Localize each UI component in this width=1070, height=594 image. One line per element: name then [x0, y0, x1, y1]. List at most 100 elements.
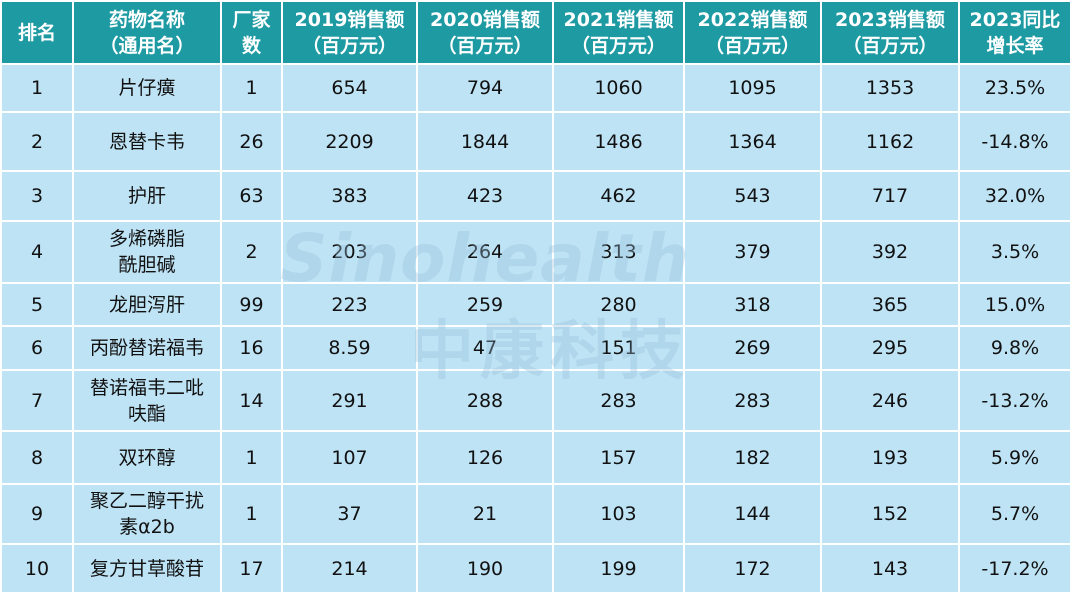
- table-cell: 丙酚替诺福韦: [72, 325, 222, 371]
- table-cell: 6: [0, 325, 74, 371]
- table-cell: 379: [683, 220, 822, 284]
- table-row: 4 多烯磷脂 酰胆碱 2 203 264 313 379 392 3.5%: [0, 220, 1070, 284]
- table-cell: 283: [552, 369, 685, 432]
- table-cell: 543: [683, 170, 822, 222]
- table-cell: 47: [416, 325, 554, 371]
- header-cell: 厂家 数: [220, 0, 283, 65]
- header-cell: 2022销售额 （百万元）: [683, 0, 822, 65]
- table-cell: 295: [820, 325, 960, 371]
- table-cell: 99: [220, 282, 283, 327]
- table-cell: 223: [281, 282, 418, 327]
- table-cell: 264: [416, 220, 554, 284]
- header-cell: 排名: [0, 0, 74, 65]
- table-cell: 1353: [820, 63, 960, 113]
- table-cell: 复方甘草酸苷: [72, 543, 222, 594]
- table-cell: 替诺福韦二吡 呋酯: [72, 369, 222, 432]
- table-cell: 107: [281, 430, 418, 485]
- table-cell: 15.0%: [958, 282, 1070, 327]
- table-cell: 63: [220, 170, 283, 222]
- header-cell: 2023销售额 （百万元）: [820, 0, 960, 65]
- table-cell: 2: [220, 220, 283, 284]
- table-cell: 37: [281, 483, 418, 545]
- table-row: 7 替诺福韦二吡 呋酯 14 291 288 283 283 246 -13.2%: [0, 369, 1070, 432]
- table-cell: 5.9%: [958, 430, 1070, 485]
- table-cell: 126: [416, 430, 554, 485]
- table-cell: 9.8%: [958, 325, 1070, 371]
- table-cell: 多烯磷脂 酰胆碱: [72, 220, 222, 284]
- header-cell: 2021销售额 （百万元）: [552, 0, 685, 65]
- header-cell: 药物名称 （通用名）: [72, 0, 222, 65]
- table-cell: 199: [552, 543, 685, 594]
- table-cell: 1364: [683, 111, 822, 172]
- header-cell: 2019销售额 （百万元）: [281, 0, 418, 65]
- table-cell: 1162: [820, 111, 960, 172]
- table-cell: 1844: [416, 111, 554, 172]
- table-cell: 5.7%: [958, 483, 1070, 545]
- table-cell: 143: [820, 543, 960, 594]
- table-row: 8 双环醇 1 107 126 157 182 193 5.9%: [0, 430, 1070, 485]
- table-cell: 654: [281, 63, 418, 113]
- table-cell: 291: [281, 369, 418, 432]
- table-cell: 1: [220, 63, 283, 113]
- table-cell: 1486: [552, 111, 685, 172]
- table-cell: 172: [683, 543, 822, 594]
- table-cell: 246: [820, 369, 960, 432]
- table-cell: 26: [220, 111, 283, 172]
- table-cell: 16: [220, 325, 283, 371]
- table-cell: 1: [220, 430, 283, 485]
- table-cell: 8: [0, 430, 74, 485]
- table-cell: 383: [281, 170, 418, 222]
- table-cell: 462: [552, 170, 685, 222]
- table-cell: 3.5%: [958, 220, 1070, 284]
- table-row: 2 恩替卡韦 26 2209 1844 1486 1364 1162 -14.8%: [0, 111, 1070, 172]
- table-cell: 恩替卡韦: [72, 111, 222, 172]
- table-cell: 1060: [552, 63, 685, 113]
- table-row: 3 护肝 63 383 423 462 543 717 32.0%: [0, 170, 1070, 222]
- table-cell: 护肝: [72, 170, 222, 222]
- table-cell: 190: [416, 543, 554, 594]
- table-cell: 283: [683, 369, 822, 432]
- table-cell: 280: [552, 282, 685, 327]
- table-cell: 313: [552, 220, 685, 284]
- table-body: 1 片仔癀 1 654 794 1060 1095 1353 23.5% 2 恩替卡韦 26 2209 1…: [0, 63, 1070, 594]
- table-cell: 193: [820, 430, 960, 485]
- table-cell: 214: [281, 543, 418, 594]
- table-cell: 4: [0, 220, 74, 284]
- table-cell: 365: [820, 282, 960, 327]
- table-cell: -13.2%: [958, 369, 1070, 432]
- table-cell: 288: [416, 369, 554, 432]
- table-cell: 2: [0, 111, 74, 172]
- table-row: 10 复方甘草酸苷 17 214 190 199 172 143 -17.2%: [0, 543, 1070, 594]
- table-cell: 152: [820, 483, 960, 545]
- table-cell: 5: [0, 282, 74, 327]
- table-cell: 32.0%: [958, 170, 1070, 222]
- table-cell: 17: [220, 543, 283, 594]
- table-row: 1 片仔癀 1 654 794 1060 1095 1353 23.5%: [0, 63, 1070, 113]
- table-cell: 144: [683, 483, 822, 545]
- table-cell: 21: [416, 483, 554, 545]
- table-cell: 聚乙二醇干扰 素α2b: [72, 483, 222, 545]
- table-cell: 14: [220, 369, 283, 432]
- table-cell: 1: [0, 63, 74, 113]
- table-cell: 794: [416, 63, 554, 113]
- table-cell: 10: [0, 543, 74, 594]
- table-cell: 1095: [683, 63, 822, 113]
- table-cell: 259: [416, 282, 554, 327]
- table-cell: 392: [820, 220, 960, 284]
- table-row: 6 丙酚替诺福韦 16 8.59 47 151 269 295 9.8%: [0, 325, 1070, 371]
- table-cell: 151: [552, 325, 685, 371]
- header-row: 排名 药物名称 （通用名） 厂家 数 2019销售额 （百万元） 2020销售额 （百万…: [0, 0, 1070, 65]
- table-row: 9 聚乙二醇干扰 素α2b 1 37 21 103 144 152 5.7%: [0, 483, 1070, 545]
- table-cell: 龙胆泻肝: [72, 282, 222, 327]
- table-cell: 8.59: [281, 325, 418, 371]
- table-row: 5 龙胆泻肝 99 223 259 280 318 365 15.0%: [0, 282, 1070, 327]
- table-cell: 318: [683, 282, 822, 327]
- table-cell: -14.8%: [958, 111, 1070, 172]
- header-cell: 2023同比 增长率: [958, 0, 1070, 65]
- table-cell: 片仔癀: [72, 63, 222, 113]
- table-cell: 3: [0, 170, 74, 222]
- table-cell: 423: [416, 170, 554, 222]
- table-cell: 182: [683, 430, 822, 485]
